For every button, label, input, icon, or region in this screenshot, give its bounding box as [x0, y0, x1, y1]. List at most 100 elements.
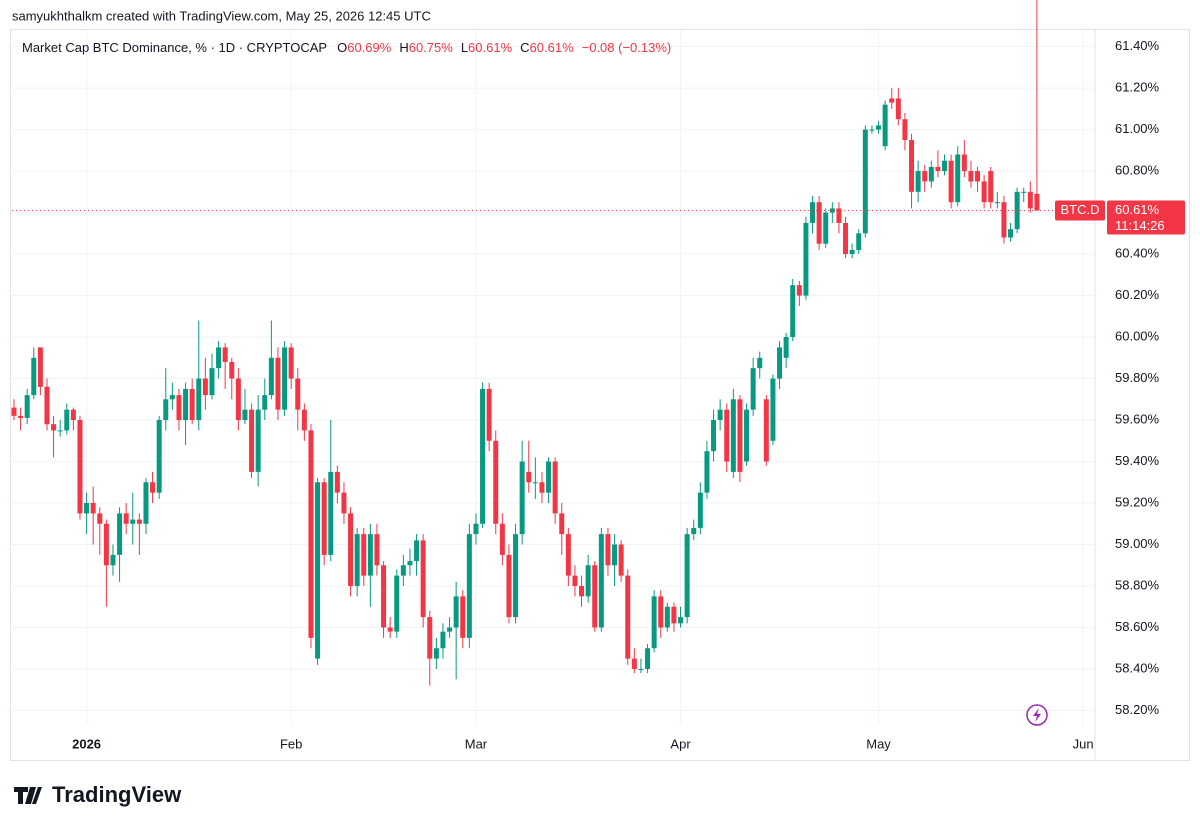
candle-body: [651, 596, 657, 649]
legend-value: 60.61%: [530, 40, 575, 55]
candle-body: [988, 171, 994, 203]
y-tick-label: 58.20%: [1115, 702, 1160, 717]
lightning-icon[interactable]: [1026, 704, 1048, 726]
candle-body: [288, 347, 294, 379]
candle-body: [618, 544, 624, 576]
candle-body: [315, 482, 321, 659]
candle-body: [783, 337, 789, 358]
candle-body: [103, 523, 109, 566]
candle-body: [440, 631, 446, 649]
candle-body: [169, 395, 175, 400]
candle-body: [777, 347, 783, 379]
candle-body: [942, 160, 948, 172]
candle-body: [869, 129, 875, 131]
brand: TradingView: [52, 782, 182, 807]
candle-body: [645, 648, 651, 669]
candle-body: [671, 606, 677, 624]
candle-body: [744, 409, 750, 462]
candle-body: [473, 523, 479, 535]
candle-body: [308, 430, 314, 638]
legend: Market Cap BTC Dominance, % · 1D · CRYPT…: [22, 40, 671, 55]
candle-body: [387, 627, 393, 632]
legend-key: H: [399, 40, 408, 55]
candle-body: [539, 482, 545, 493]
candle-body: [222, 347, 228, 362]
candle-body: [513, 534, 519, 618]
candle-body: [928, 166, 934, 182]
candle-body: [394, 575, 400, 632]
candle-body: [684, 534, 690, 618]
candle-body: [334, 471, 340, 493]
candle-body: [968, 171, 974, 182]
y-tick-label: 58.40%: [1115, 660, 1160, 675]
legend-key: L: [461, 40, 468, 55]
candle-body: [130, 519, 136, 524]
candle-body: [110, 554, 116, 566]
candle-body: [493, 440, 499, 524]
candle-body: [519, 461, 525, 535]
candle-body: [1027, 191, 1033, 209]
candle-body: [433, 648, 439, 659]
candle-body: [268, 357, 274, 396]
candle-body: [915, 171, 921, 192]
candle-body: [526, 471, 532, 483]
candle-body: [1008, 229, 1014, 238]
candle-body: [836, 208, 842, 223]
candle-body: [889, 98, 895, 103]
candle-body: [31, 357, 37, 396]
candle-body: [486, 388, 492, 441]
candle-body: [447, 627, 453, 632]
legend-value: 60.61%: [468, 40, 513, 55]
frame: [10, 29, 1190, 761]
legend-change: −0.08 (−0.13%): [582, 40, 672, 55]
candle-body: [255, 409, 261, 472]
candle-body: [466, 534, 472, 638]
candle-body: [961, 154, 967, 172]
candle-body: [24, 395, 30, 418]
candle-body: [374, 534, 380, 566]
candle-body: [843, 222, 849, 255]
y-tick-label: 59.40%: [1115, 453, 1160, 468]
y-tick-label: 61.00%: [1115, 121, 1160, 136]
candle-body: [796, 285, 802, 296]
y-tick-label: 59.80%: [1115, 370, 1160, 385]
candle-body: [862, 129, 868, 234]
candle-body: [803, 222, 809, 296]
countdown: 11:14:26: [1115, 218, 1165, 233]
candle-body: [922, 171, 928, 182]
legend-value: 60.69%: [347, 40, 392, 55]
candle-body: [750, 368, 756, 410]
candle-body: [598, 534, 604, 628]
candle-body: [189, 388, 195, 421]
ticker-tag: [1055, 200, 1105, 221]
candle-body: [150, 482, 156, 493]
candle-body: [849, 249, 855, 255]
candle-body: [196, 378, 202, 421]
candle-body: [480, 388, 486, 524]
candle-body: [328, 471, 334, 555]
candle-body: [810, 202, 816, 223]
candle-body: [704, 451, 710, 493]
x-tick-label: Mar: [465, 736, 488, 751]
x-tick-label: Feb: [280, 736, 302, 751]
candle-body: [981, 181, 987, 203]
candle-body: [163, 399, 169, 421]
candle-body: [354, 534, 360, 586]
y-tick-label: 59.20%: [1115, 494, 1160, 509]
candle-body: [592, 565, 598, 628]
candle-body: [770, 378, 776, 441]
y-tick-label: 58.80%: [1115, 577, 1160, 592]
candle-body: [975, 171, 981, 182]
candle-body: [612, 544, 618, 566]
candle-body: [565, 534, 571, 576]
candle-body: [697, 492, 703, 528]
candle-body: [882, 104, 888, 147]
candle-body: [757, 357, 763, 369]
candle-body: [51, 424, 57, 431]
x-tick-label: Jun: [1073, 736, 1094, 751]
candle-body: [691, 527, 697, 535]
candle-body: [585, 565, 591, 597]
candle-body: [37, 347, 43, 387]
legend-key: C: [520, 40, 529, 55]
